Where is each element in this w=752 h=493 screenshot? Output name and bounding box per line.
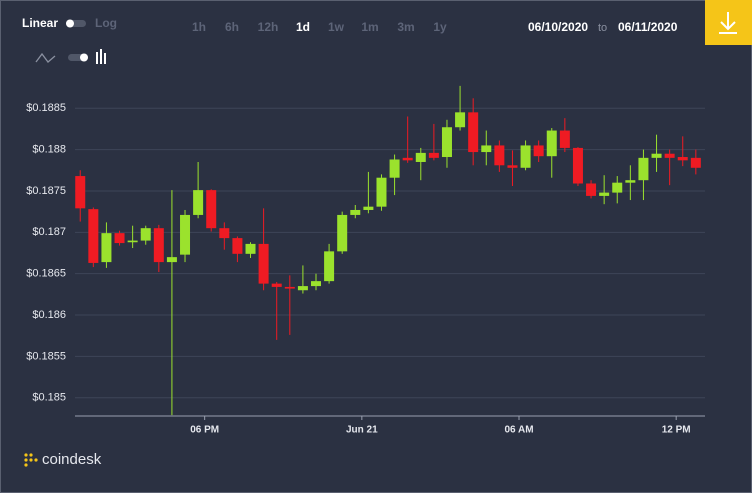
- range-button[interactable]: 12h: [258, 20, 279, 34]
- log-option[interactable]: Log: [95, 16, 117, 30]
- candle-body: [166, 257, 177, 263]
- linear-option[interactable]: Linear: [22, 16, 58, 30]
- candle-body: [245, 243, 256, 254]
- y-tick-label: $0.1885: [26, 102, 66, 114]
- x-tick-label: 12 PM: [662, 425, 691, 436]
- candle-body: [310, 281, 321, 287]
- candle-body: [612, 182, 623, 193]
- line-icon[interactable]: [35, 52, 56, 63]
- brand-logo: coindesk: [24, 451, 102, 468]
- candle-body: [625, 180, 636, 183]
- candle-body: [455, 112, 466, 128]
- candle-body: [258, 243, 269, 284]
- candle-body: [363, 206, 374, 210]
- candle-body: [520, 145, 531, 168]
- candle-body: [219, 228, 230, 239]
- candle-body: [533, 145, 544, 157]
- candle-body: [350, 209, 361, 215]
- candle-body: [324, 251, 335, 282]
- candle-body: [153, 228, 164, 263]
- candle-body: [441, 127, 452, 158]
- candle-body: [337, 214, 348, 252]
- date-to[interactable]: 06/11/2020: [618, 20, 678, 34]
- x-tick-label: Jun 21: [346, 425, 378, 436]
- candle-body: [193, 190, 204, 215]
- candle-body: [206, 190, 217, 229]
- date-separator: to: [598, 22, 607, 34]
- candle-body: [599, 192, 610, 196]
- candle-body: [402, 157, 413, 161]
- candle-icon[interactable]: [96, 49, 106, 64]
- range-button[interactable]: 1w: [328, 20, 345, 34]
- candle-body: [389, 159, 400, 178]
- range-button[interactable]: 6h: [225, 20, 239, 34]
- candle-body: [468, 112, 479, 153]
- candle-body: [284, 286, 295, 289]
- date-from[interactable]: 06/10/2020: [528, 20, 588, 34]
- candle-body: [415, 152, 426, 162]
- candle-body: [546, 130, 557, 157]
- y-tick-label: $0.188: [32, 143, 66, 155]
- y-tick-label: $0.1855: [26, 350, 66, 362]
- candle-body: [127, 240, 138, 243]
- candle-body: [114, 233, 125, 244]
- range-button[interactable]: 1d: [296, 20, 310, 34]
- y-tick-label: $0.185: [32, 392, 66, 404]
- download-icon: [719, 12, 737, 34]
- range-buttons: 1h 6h 12h 1d 1w 1m 3m 1y: [192, 20, 447, 34]
- candle-body: [507, 165, 518, 168]
- candle-body: [572, 147, 583, 184]
- range-button[interactable]: 3m: [397, 20, 414, 34]
- toggle-knob: [66, 19, 74, 28]
- candle-body: [677, 157, 688, 161]
- candle-body: [75, 176, 86, 209]
- x-tick-label: 06 AM: [504, 425, 533, 436]
- candle-body: [88, 209, 99, 263]
- candle-body: [428, 152, 439, 158]
- candle-body: [376, 177, 387, 207]
- candle-body: [101, 233, 112, 263]
- plot-area: $0.185 $0.1855 $0.186 $0.1865 $0.187 $0.1875 $…: [26, 85, 705, 436]
- range-button[interactable]: 1y: [433, 20, 447, 34]
- candle-body: [180, 214, 191, 255]
- candle-body: [271, 283, 282, 287]
- candle-body: [481, 145, 492, 153]
- brand-name: coindesk: [42, 451, 102, 468]
- range-button[interactable]: 1m: [361, 20, 378, 34]
- y-tick-label: $0.1875: [26, 185, 66, 197]
- candle-body: [638, 157, 649, 181]
- range-button[interactable]: 1h: [192, 20, 206, 34]
- candle-body: [559, 130, 570, 148]
- y-tick-label: $0.1865: [26, 268, 66, 280]
- candle-body: [140, 228, 151, 241]
- toggle-knob: [80, 53, 88, 62]
- candle-body: [494, 145, 505, 166]
- candle-body: [232, 238, 243, 254]
- candle-body: [664, 153, 675, 158]
- candle-body: [297, 286, 308, 291]
- y-tick-label: $0.186: [32, 309, 66, 321]
- candle-body: [690, 157, 701, 168]
- candle-body: [586, 183, 597, 196]
- x-tick-label: 06 PM: [190, 425, 219, 436]
- y-tick-label: $0.187: [32, 226, 66, 238]
- candle-body: [651, 153, 662, 158]
